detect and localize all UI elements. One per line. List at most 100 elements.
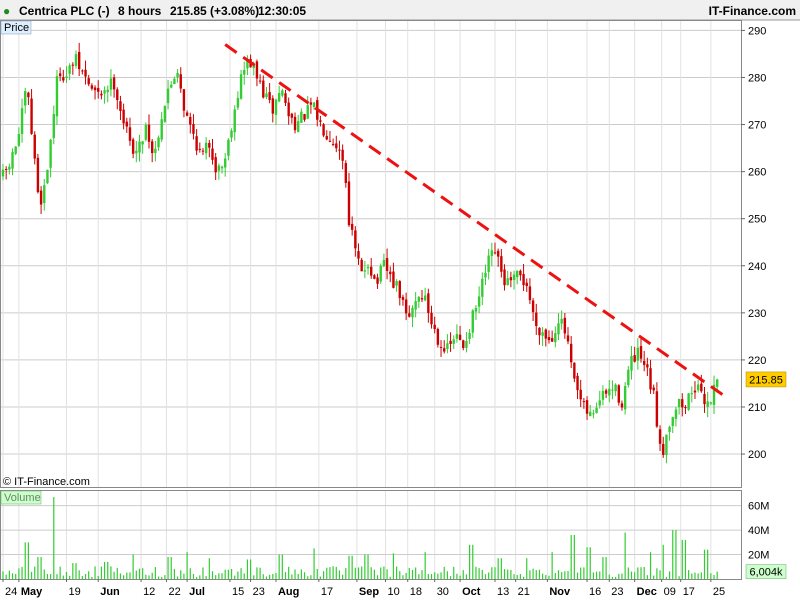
volume-bar (322, 571, 325, 579)
volume-bar (643, 566, 645, 579)
last-volume-tag-text: 6,004k (749, 567, 783, 579)
volume-bar (424, 552, 426, 579)
candle-body (455, 334, 459, 339)
volume-bar (538, 569, 541, 579)
candle-body (262, 80, 265, 98)
candle-body (658, 429, 662, 444)
candle-body (662, 443, 665, 455)
candle-body (55, 76, 59, 117)
volume-bar (173, 568, 176, 579)
candle-body (649, 368, 652, 390)
candle-body (43, 185, 46, 204)
volume-bar (380, 567, 382, 579)
volume-bar (43, 569, 45, 579)
time-tick-label: 30 (437, 586, 449, 598)
candle-body (538, 327, 541, 336)
volume-bar (310, 575, 312, 579)
volume-bar (46, 573, 49, 579)
volume-bar (75, 563, 77, 579)
time-tick-label: 23 (253, 586, 265, 598)
candle-body (198, 148, 201, 150)
candle-body (433, 324, 436, 330)
candle-body (427, 293, 430, 313)
candle-body (131, 139, 135, 154)
volume-bar (507, 569, 509, 579)
candle-body (325, 136, 328, 140)
volume-bar (519, 574, 521, 579)
volume-bar (335, 566, 337, 579)
candle-body (24, 91, 27, 106)
candle-body (611, 389, 614, 391)
volume-bar (94, 566, 96, 579)
volume-bar (69, 575, 71, 579)
candle-body (430, 312, 433, 325)
candlestick-series (1, 42, 719, 464)
candle-body (1, 169, 5, 177)
volume-bar (611, 577, 614, 579)
volume-bar (345, 568, 347, 579)
volume-bar (103, 561, 106, 579)
volume-bar (703, 549, 706, 579)
volume-bar (542, 573, 544, 579)
volume-bar (138, 568, 141, 579)
candle-body (189, 116, 192, 125)
volume-bar (608, 574, 610, 579)
volume-bar (230, 568, 233, 579)
candle-body (512, 274, 516, 280)
candle-body (360, 259, 363, 272)
volume-bar (116, 567, 118, 579)
volume-bar (294, 569, 296, 579)
volume-bar (554, 573, 556, 579)
volume-bar (599, 571, 601, 579)
volume-bar (589, 547, 591, 579)
candle-body (138, 141, 141, 153)
volume-bar (269, 574, 271, 579)
header-app-icon: ● (3, 4, 10, 18)
candle-body (531, 300, 535, 313)
volume-bar (364, 554, 366, 579)
candle-body (668, 426, 671, 432)
volume-bar (462, 570, 464, 579)
volume-panel-label-bg (0, 490, 42, 505)
volume-bar (383, 566, 385, 579)
candle-body (122, 109, 125, 124)
time-tick-label: 12 (143, 586, 155, 598)
volume-bar (161, 576, 163, 579)
price-axis: 200 210 220 230 240 250 260 270 280 290 (741, 25, 766, 461)
candle-body (223, 158, 227, 168)
candle-body (281, 90, 284, 96)
volume-bar (27, 542, 29, 579)
candle-body (233, 109, 236, 133)
candle-body (62, 77, 65, 81)
candle-body (112, 77, 116, 90)
candle-body (46, 169, 49, 184)
candle-body (27, 92, 30, 98)
candle-body (496, 250, 500, 257)
volume-bar (192, 573, 195, 579)
volume-bar (300, 569, 302, 579)
price-tick-label: 270 (748, 120, 766, 132)
volume-bar (713, 574, 715, 579)
volume-bar (675, 530, 677, 579)
candle-body (68, 65, 71, 74)
volume-bar (338, 570, 341, 579)
volume-panel-frame (0, 490, 742, 580)
candle-body (404, 299, 408, 314)
volume-bar (475, 566, 477, 579)
candle-body (614, 384, 617, 392)
candle-body (77, 52, 81, 70)
candle-body (620, 403, 624, 408)
volume-bar (357, 567, 360, 579)
candle-body (446, 343, 449, 349)
volume-bar (208, 558, 210, 579)
volume-bar (11, 573, 14, 579)
volume-bar (176, 576, 179, 579)
header-bar (0, 0, 800, 20)
volume-bar (595, 571, 598, 579)
price-tick-label: 230 (748, 308, 766, 320)
volume-bar (551, 552, 553, 579)
candle-body (173, 78, 176, 85)
candle-body (642, 360, 646, 365)
volume-bar (40, 557, 42, 579)
volume-bar (272, 573, 274, 579)
